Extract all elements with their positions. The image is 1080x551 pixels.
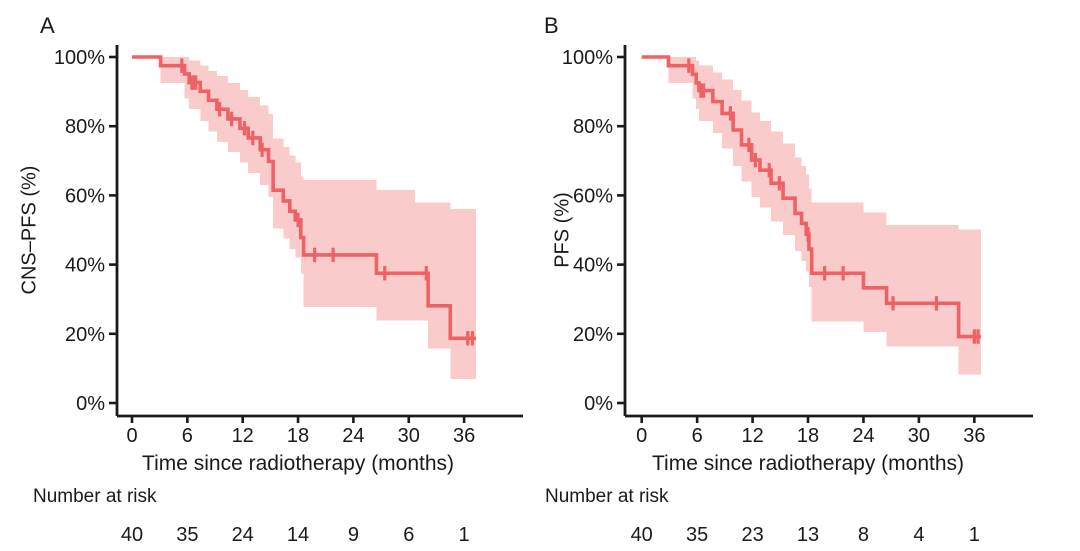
x-tick-label: 30 <box>908 425 930 447</box>
y-tick-label: 60% <box>65 185 105 207</box>
panel-a-km-plot: 0 6 12 18 24 30 36 0% 20% 40% 60% 80% 100% 40 35 24 14 9 6… <box>54 45 523 546</box>
panel-a-letter: A <box>40 13 55 38</box>
y-tick-label: 0% <box>584 393 613 415</box>
x-tick-label: 18 <box>797 425 819 447</box>
number-at-risk-value: 1 <box>459 524 470 546</box>
x-tick-label: 24 <box>342 425 364 447</box>
x-tick-label: 30 <box>398 425 420 447</box>
y-tick-label: 80% <box>65 116 105 138</box>
panel-a: A CNS–PFS (%) 0 6 12 18 24 30 36 0% 20% 40% 60% 80%… <box>19 13 523 546</box>
y-tick-label: 100% <box>54 47 105 69</box>
panel-b-letter: B <box>544 13 559 38</box>
number-at-risk-value: 35 <box>176 524 198 546</box>
number-at-risk-value: 1 <box>969 524 980 546</box>
panel-b-x-axis-title: Time since radiotherapy (months) <box>652 452 965 475</box>
number-at-risk-value: 24 <box>232 524 254 546</box>
y-tick-label: 20% <box>573 324 613 346</box>
panel-a-number-at-risk-label: Number at risk <box>33 486 157 507</box>
panel-b: B PFS (%) 0 6 12 18 24 30 36 0% 20% 40% 60% 80% 100%… <box>540 0 1080 551</box>
number-at-risk-value: 40 <box>631 524 653 546</box>
number-at-risk-value: 4 <box>913 524 924 546</box>
y-tick-label: 0% <box>76 393 105 415</box>
x-tick-label: 18 <box>287 425 309 447</box>
confidence-band <box>668 57 981 375</box>
number-at-risk-value: 8 <box>858 524 869 546</box>
x-tick-label: 36 <box>963 425 985 447</box>
x-axis-ticks: 0 6 12 18 24 30 36 <box>126 416 475 447</box>
x-tick-label: 6 <box>182 425 193 447</box>
censor-marks <box>180 58 475 346</box>
number-at-risk-value: 6 <box>403 524 414 546</box>
number-at-risk-value: 14 <box>287 524 309 546</box>
x-tick-label: 6 <box>692 425 703 447</box>
y-tick-label: 20% <box>65 324 105 346</box>
number-at-risk-value: 9 <box>348 524 359 546</box>
y-tick-label: 40% <box>573 255 613 277</box>
axes <box>623 45 1033 418</box>
km-curve <box>641 55 981 339</box>
y-tick-label: 60% <box>573 185 613 207</box>
number-at-risk-value: 23 <box>741 524 763 546</box>
panel-b-km-plot: 0 6 12 18 24 30 360%20%40%60%80%100%40 35 23 13 8 4… <box>562 45 1033 546</box>
y-axis-ticks: 0% 20% 40% 60% 80% 100% <box>54 47 117 415</box>
x-tick-label: 12 <box>232 425 254 447</box>
axes <box>115 45 523 418</box>
number-at-risk-value: 40 <box>121 524 143 546</box>
number-at-risk-value: 35 <box>686 524 708 546</box>
x-tick-label: 36 <box>453 425 475 447</box>
x-tick-label: 24 <box>852 425 874 447</box>
x-tick-label: 0 <box>126 425 137 447</box>
y-axis-ticks: 0% 20% 40% 60% 80% 100% <box>562 47 625 415</box>
x-axis-ticks: 0 6 12 18 24 30 36 <box>636 416 985 447</box>
x-tick-label: 0 <box>636 425 647 447</box>
x-tick-label: 12 <box>741 425 763 447</box>
number-at-risk-value: 13 <box>797 524 819 546</box>
y-tick-label: 100% <box>562 47 613 69</box>
panel-b-number-at-risk-label: Number at risk <box>545 486 669 507</box>
y-tick-label: 80% <box>573 116 613 138</box>
confidence-band <box>160 57 477 379</box>
y-tick-label: 40% <box>65 255 105 277</box>
number-at-risk-row: 40 35 23 13 8 4 1 <box>631 524 980 546</box>
number-at-risk-row: 40 35 24 14 9 6 1 <box>121 524 470 546</box>
panel-a-x-axis-title: Time since radiotherapy (months) <box>142 452 455 475</box>
censor-marks <box>687 58 980 344</box>
